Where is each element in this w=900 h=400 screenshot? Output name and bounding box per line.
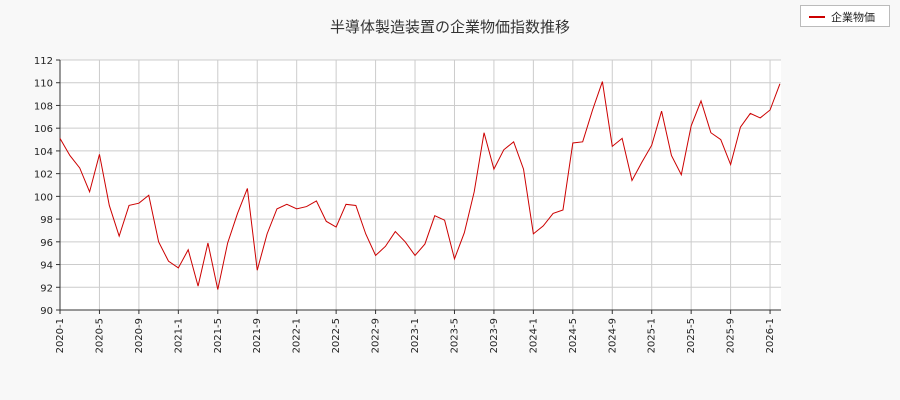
x-tick-label: 2021-1: [173, 318, 184, 353]
x-tick-label: 2022-5: [331, 318, 342, 353]
y-tick-label: 90: [40, 306, 53, 317]
y-tick-label: 110: [34, 79, 53, 90]
x-tick-label: 2024-5: [568, 318, 579, 353]
x-tick-label: 2025-1: [647, 318, 658, 353]
x-tick-label: 2024-9: [607, 318, 618, 353]
y-tick-label: 102: [34, 170, 53, 181]
x-tick-label: 2022-1: [292, 318, 303, 353]
x-tick-label: 2023-5: [449, 318, 460, 353]
x-tick-label: 2023-1: [410, 318, 421, 353]
x-tick-label: 2024-1: [528, 318, 539, 353]
x-tick-label: 2020-9: [134, 318, 145, 353]
x-tick-label: 2021-9: [252, 318, 263, 353]
chart-title: 半導体製造装置の企業物価指数推移: [329, 18, 570, 36]
series-layer: [59, 81, 781, 290]
y-tick-label: 106: [34, 124, 53, 135]
x-tick-label: 2023-9: [489, 318, 500, 353]
y-tick-label: 100: [34, 192, 53, 203]
y-tick-label: 98: [40, 215, 53, 226]
series-line: [59, 81, 781, 290]
y-tick-label: 112: [34, 56, 53, 67]
axis-layer: 90 92 94 96 98 100 102 104 106 108 110 112 2020-1 202…: [34, 56, 781, 353]
legend-label: 企業物価: [831, 11, 875, 24]
plot-area: [60, 60, 781, 310]
x-tick-label: 2020-5: [94, 318, 105, 353]
y-tick-label: 94: [40, 261, 53, 272]
x-tick-label: 2026-1: [765, 318, 776, 353]
y-tick-label: 92: [40, 283, 53, 294]
legend-swatch: [809, 16, 825, 18]
legend: 企業物価: [800, 5, 890, 27]
x-tick-label: 2021-5: [213, 318, 224, 353]
x-tick-label: 2025-5: [686, 318, 697, 353]
x-tick-label: 2022-9: [371, 318, 382, 353]
x-tick-label: 2025-9: [726, 318, 737, 353]
y-tick-label: 96: [40, 238, 53, 249]
y-tick-label: 108: [34, 101, 53, 112]
x-tick-label: 2020-1: [55, 318, 66, 353]
y-tick-label: 104: [34, 147, 53, 158]
